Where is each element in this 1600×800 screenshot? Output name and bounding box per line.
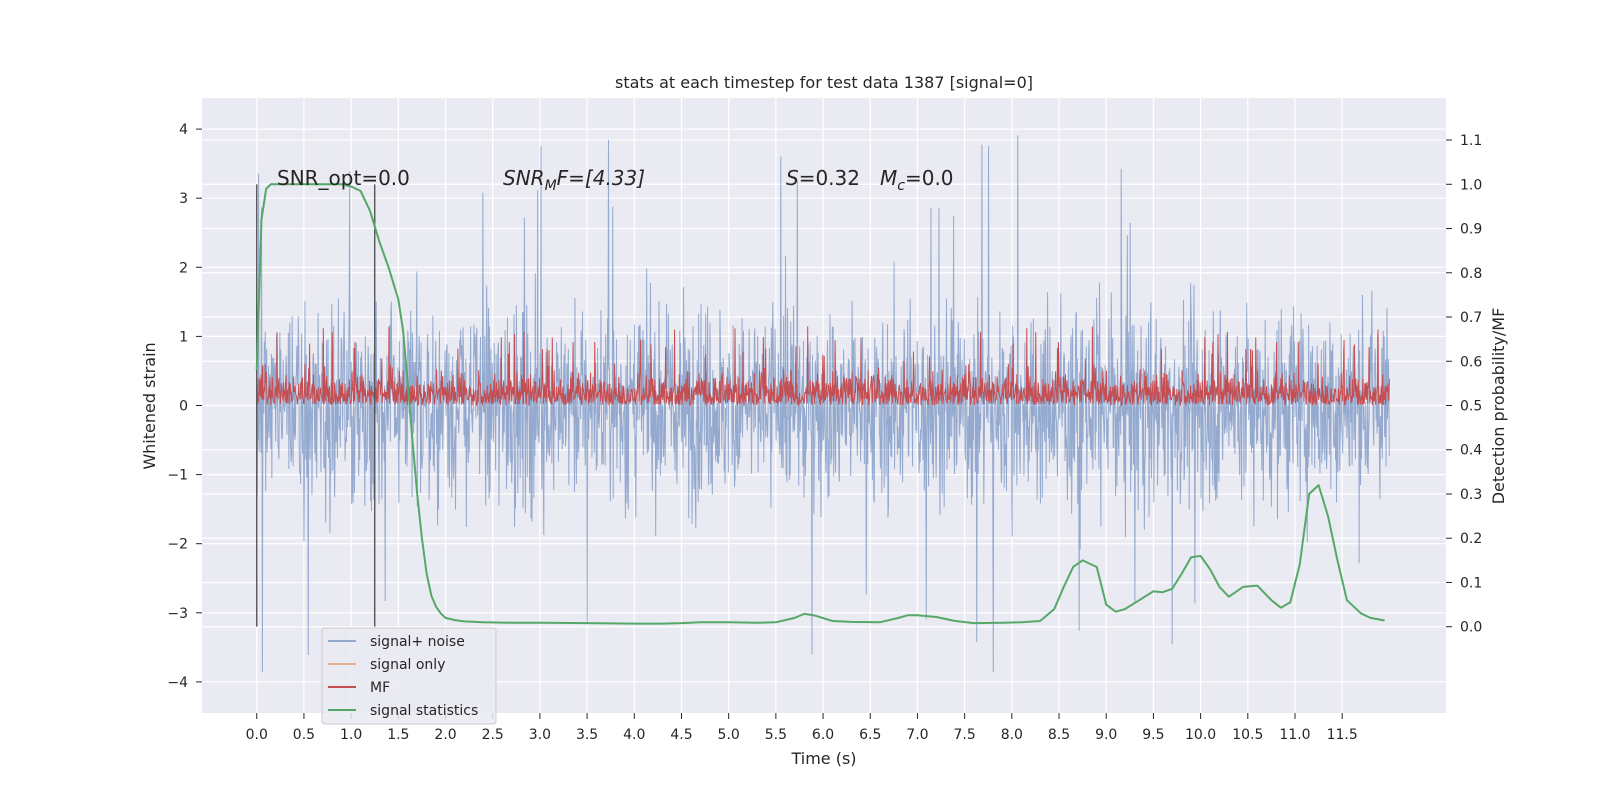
x-tick-label: 0.0 <box>246 727 268 743</box>
signal-statistics-series <box>255 183 1385 625</box>
annotation-snr-opt: SNR_opt=0.0 <box>277 166 410 190</box>
y2-tick-label: 1.0 <box>1460 177 1482 193</box>
x-tick-label: 11.5 <box>1327 727 1358 743</box>
x-tick-label: 9.5 <box>1142 727 1164 743</box>
y2-tick-label: 0.2 <box>1460 531 1482 547</box>
legend-box <box>321 627 497 725</box>
annotation-mc-subscript: c <box>897 178 905 194</box>
annotation-snr-mf-subscript: M <box>545 178 557 194</box>
x-tick-label: 7.5 <box>954 727 976 743</box>
legend-label-signal-plus-noise: signal+ noise <box>370 634 465 650</box>
x-tick-label: 8.5 <box>1048 727 1070 743</box>
y2-tick-label: 0.4 <box>1460 443 1482 459</box>
x-tick-label: 5.5 <box>765 727 787 743</box>
x-tick-label: 0.5 <box>293 727 315 743</box>
y2-tick-label: 0.5 <box>1460 399 1482 415</box>
y2-tick-label: 0.0 <box>1460 620 1482 636</box>
x-tick-label: 8.0 <box>1001 727 1023 743</box>
y2-axis-ticks: 1.1 1.0 0.9 0.8 0.7 0.6 0.5 0.4 0.3 0.2 0.1 0.0 <box>1446 133 1482 636</box>
x-tick-label: 11.0 <box>1279 727 1310 743</box>
annotation-snr-mf: SNRMF=[4.33] <box>503 166 645 194</box>
y2-tick-label: 0.9 <box>1460 222 1482 238</box>
annotation-s-value: =0.32 <box>799 166 860 190</box>
y2-tick-label: 0.7 <box>1460 310 1482 326</box>
y-tick-label: 3 <box>179 191 188 207</box>
legend-label-signal-statistics: signal statistics <box>370 703 478 719</box>
x-tick-label: 4.0 <box>623 727 645 743</box>
y-tick-label: −4 <box>167 675 188 691</box>
y-axis-label: Whitened strain <box>140 342 159 469</box>
mf-line <box>256 326 1390 408</box>
x-tick-label: 1.5 <box>387 727 409 743</box>
x-axis-label: Time (s) <box>790 749 856 768</box>
y-axis-ticks: 4 3 2 1 0 −1 −2 −3 −4 <box>167 122 202 691</box>
annotation-s: S=0.32 <box>786 166 860 190</box>
y2-tick-label: 0.8 <box>1460 266 1482 282</box>
x-tick-label: 2.5 <box>482 727 504 743</box>
legend-label-mf: MF <box>370 680 390 696</box>
y-tick-label: 1 <box>179 329 188 345</box>
x-tick-label: 2.0 <box>434 727 456 743</box>
x-tick-label: 3.5 <box>576 727 598 743</box>
mf-series <box>256 326 1390 408</box>
x-tick-label: 3.0 <box>529 727 551 743</box>
y-tick-label: −3 <box>167 606 188 622</box>
y-tick-label: −2 <box>167 537 188 553</box>
x-axis-ticks: 0.0 0.5 1.0 1.5 2.0 2.5 3.0 3.5 4.0 4.5 5.0 5.5 6.0 6… <box>246 713 1358 743</box>
annotation-mc-symbol: M <box>880 166 897 190</box>
annotation-snr-mf-value: F=[4.33] <box>557 166 645 190</box>
x-tick-label: 10.5 <box>1232 727 1263 743</box>
x-tick-label: 1.0 <box>340 727 362 743</box>
signal-statistics-line <box>255 183 1385 625</box>
chart-title: stats at each timestep for test data 138… <box>615 73 1033 92</box>
y-tick-label: −1 <box>167 468 188 484</box>
legend: signal+ noise signal only MF signal stat… <box>321 627 497 725</box>
y-tick-label: 2 <box>179 260 188 276</box>
x-tick-label: 6.5 <box>859 727 881 743</box>
x-tick-label: 4.5 <box>670 727 692 743</box>
y2-tick-label: 0.1 <box>1460 575 1482 591</box>
legend-label-signal-only: signal only <box>370 657 445 673</box>
x-tick-label: 9.0 <box>1095 727 1117 743</box>
annotation-snr-mf-symbol: SNR <box>503 166 545 190</box>
x-tick-label: 6.0 <box>812 727 834 743</box>
x-tick-label: 7.0 <box>906 727 928 743</box>
marker-lines <box>256 184 376 627</box>
y-tick-label: 4 <box>179 122 188 138</box>
x-tick-label: 5.0 <box>718 727 740 743</box>
y2-axis-label: Detection probability/MF <box>1489 308 1508 505</box>
y2-tick-label: 1.1 <box>1460 133 1482 149</box>
annotation-mc: Mc=0.0 <box>880 166 954 194</box>
y2-tick-label: 0.6 <box>1460 354 1482 370</box>
annotation-s-symbol: S <box>786 166 799 190</box>
y-tick-label: 0 <box>179 399 188 415</box>
y2-tick-label: 0.3 <box>1460 487 1482 503</box>
annotation-mc-value: =0.0 <box>905 166 954 190</box>
x-tick-label: 10.0 <box>1185 727 1216 743</box>
